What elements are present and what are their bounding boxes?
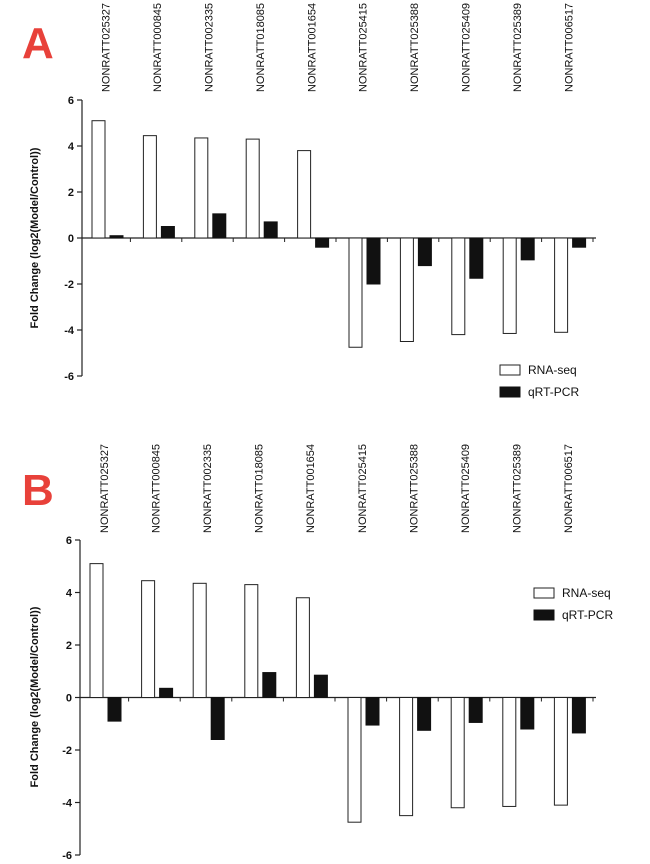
category-label-b: NONRATT025327 bbox=[99, 444, 111, 533]
bar-qrtpcr-a bbox=[109, 235, 124, 239]
bar-qrtpcr-a bbox=[212, 213, 227, 239]
bar-qrtpcr-a bbox=[520, 237, 535, 261]
bar-qrtpcr-b bbox=[468, 697, 483, 723]
bar-rnaseq-a bbox=[194, 137, 209, 239]
category-label-a: NONRATT006517 bbox=[563, 3, 575, 92]
bar-qrtpcr-a bbox=[417, 237, 432, 267]
y-tick-label-a: -2 bbox=[64, 279, 74, 291]
legend-b: RNA-seq qRT-PCR bbox=[533, 586, 613, 622]
bar-rnaseq-b bbox=[502, 697, 517, 807]
legend-label-rnaseq-b: RNA-seq bbox=[562, 586, 611, 600]
bar-rnaseq-b bbox=[450, 697, 465, 809]
bar-rnaseq-b bbox=[553, 697, 568, 806]
category-label-b: NONRATT025389 bbox=[512, 444, 524, 533]
category-label-a: NONRATT000845 bbox=[152, 3, 164, 92]
y-axis-label-b: Fold Change (log2(Model/Control)) bbox=[29, 606, 41, 787]
panel-letter-b: B bbox=[22, 466, 54, 515]
y-tick-label-b: 0 bbox=[66, 693, 72, 705]
y-tick-label-a: 0 bbox=[68, 233, 74, 245]
bar-qrtpcr-b bbox=[417, 697, 432, 731]
bar-qrtpcr-b bbox=[365, 697, 380, 726]
bar-rnaseq-b bbox=[141, 580, 156, 698]
category-label-a: NONRATT025389 bbox=[512, 3, 524, 92]
y-tick-label-b: -6 bbox=[62, 850, 72, 862]
bar-rnaseq-a bbox=[348, 237, 363, 348]
bar-qrtpcr-a bbox=[315, 237, 330, 248]
category-label-a: NONRATT025409 bbox=[461, 3, 473, 92]
y-axis-label-a: Fold Change (log2(Model/Control)) bbox=[29, 147, 41, 328]
category-label-a: NONRATT025327 bbox=[101, 3, 113, 92]
bar-rnaseq-b bbox=[399, 697, 414, 817]
bar-rnaseq-b bbox=[347, 697, 362, 823]
category-label-b: NONRATT001654 bbox=[305, 444, 317, 533]
y-tick-label-b: 6 bbox=[66, 535, 72, 547]
legend-label-qrtpcr-a: qRT-PCR bbox=[528, 385, 579, 399]
category-label-b: NONRATT025415 bbox=[357, 444, 369, 533]
bar-qrtpcr-b bbox=[210, 697, 225, 740]
y-tick-label-b: -4 bbox=[62, 798, 73, 810]
category-label-a: NONRATT001654 bbox=[306, 3, 318, 92]
y-tick-label-a: 2 bbox=[68, 187, 74, 199]
bar-qrtpcr-b bbox=[262, 672, 277, 698]
y-tick-label-b: 4 bbox=[66, 588, 73, 600]
bar-qrtpcr-a bbox=[263, 221, 278, 239]
category-label-b: NONRATT006517 bbox=[563, 444, 575, 533]
bar-qrtpcr-b bbox=[313, 674, 328, 698]
bar-qrtpcr-b bbox=[159, 687, 174, 698]
bar-rnaseq-a bbox=[554, 237, 569, 333]
category-label-a: NONRATT018085 bbox=[255, 3, 267, 92]
legend-swatch-qrtpcr-b bbox=[533, 609, 555, 621]
legend-a: RNA-seq qRT-PCR bbox=[499, 363, 579, 399]
bar-rnaseq-b bbox=[89, 563, 104, 698]
bar-qrtpcr-a bbox=[366, 237, 381, 285]
bar-qrtpcr-b bbox=[107, 697, 122, 722]
y-tick-label-b: -2 bbox=[62, 745, 72, 757]
bar-rnaseq-b bbox=[192, 582, 207, 698]
category-label-a: NONRATT025388 bbox=[409, 3, 421, 92]
legend-label-rnaseq-a: RNA-seq bbox=[528, 363, 577, 377]
bar-qrtpcr-a bbox=[469, 237, 484, 279]
category-label-b: NONRATT025409 bbox=[460, 444, 472, 533]
y-tick-label-a: -4 bbox=[64, 325, 75, 337]
bar-rnaseq-a bbox=[91, 120, 106, 239]
bar-qrtpcr-a bbox=[572, 237, 587, 248]
bar-rnaseq-a bbox=[502, 237, 517, 334]
category-label-b: NONRATT025388 bbox=[408, 444, 420, 533]
legend-swatch-rnaseq-b bbox=[533, 587, 555, 599]
legend-swatch-qrtpcr-a bbox=[499, 386, 521, 398]
legend-swatch-rnaseq-a bbox=[499, 364, 521, 376]
legend-label-qrtpcr-b: qRT-PCR bbox=[562, 608, 613, 622]
bar-rnaseq-a bbox=[399, 237, 414, 342]
bar-rnaseq-a bbox=[451, 237, 466, 336]
chart-panel-a: A -6 -4 -2 0 2 4 6 Fold Change (log2(Model/Contr… bbox=[22, 3, 596, 399]
panel-letter-a: A bbox=[22, 19, 54, 68]
category-label-a: NONRATT002335 bbox=[204, 3, 216, 92]
bar-qrtpcr-a bbox=[160, 226, 175, 239]
category-label-b: NONRATT000845 bbox=[150, 444, 162, 533]
bar-rnaseq-a bbox=[245, 138, 260, 239]
y-tick-label-a: 6 bbox=[68, 95, 74, 107]
bar-rnaseq-a bbox=[142, 135, 157, 239]
category-label-b: NONRATT018085 bbox=[254, 444, 266, 533]
category-label-a: NONRATT025415 bbox=[358, 3, 370, 92]
y-tick-label-b: 2 bbox=[66, 640, 72, 652]
bar-rnaseq-b bbox=[295, 597, 310, 698]
y-tick-label-a: 4 bbox=[68, 141, 75, 153]
y-tick-label-a: -6 bbox=[64, 371, 74, 383]
chart-panel-b: B -6 -4 -2 0 2 4 6 Fold Change (log2(Model/Contr… bbox=[22, 444, 613, 862]
category-label-b: NONRATT002335 bbox=[202, 444, 214, 533]
bar-rnaseq-a bbox=[297, 150, 312, 239]
bar-rnaseq-b bbox=[244, 584, 259, 698]
bar-qrtpcr-b bbox=[571, 697, 586, 734]
bar-qrtpcr-b bbox=[520, 697, 535, 730]
